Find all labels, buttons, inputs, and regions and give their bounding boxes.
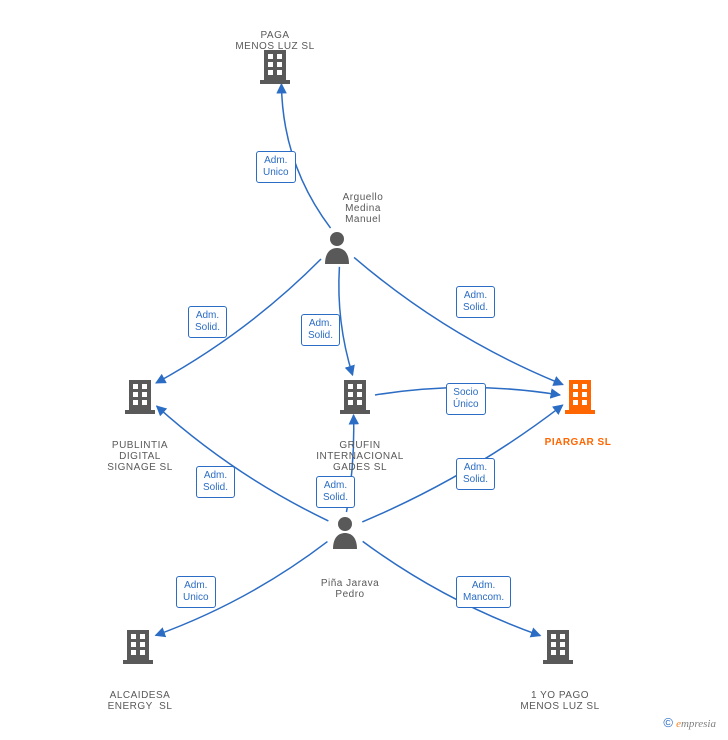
node-label: Arguello Medina Manuel [303, 192, 423, 225]
edge-label: Adm. Solid. [188, 306, 227, 338]
copyright-symbol: © [663, 715, 673, 730]
edge-label: Adm. Unico [256, 151, 296, 183]
node-label: Piña Jarava Pedro [290, 578, 410, 600]
node-label: PAGA MENOS LUZ SL [215, 30, 335, 52]
edge-label: Adm. Mancom. [456, 576, 511, 608]
edge-label: Adm. Solid. [301, 314, 340, 346]
edge-label: Adm. Solid. [456, 458, 495, 490]
edge-label: Socio Único [446, 383, 486, 415]
node-label: ALCAIDESA ENERGY SL [80, 690, 200, 712]
building-icon [543, 630, 573, 664]
edge-label: Adm. Solid. [316, 476, 355, 508]
node-label: PUBLINTIA DIGITAL SIGNAGE SL [80, 440, 200, 473]
edge-label: Adm. Solid. [196, 466, 235, 498]
edge [156, 259, 321, 383]
building-icon [125, 380, 155, 414]
edge-label: Adm. Solid. [456, 286, 495, 318]
person-icon [330, 515, 360, 549]
edge [354, 257, 563, 384]
building-icon [340, 380, 370, 414]
node-label: GRUFIN INTERNACIONAL GADES SL [300, 440, 420, 473]
edge [339, 267, 353, 375]
copyright: © empresia [663, 715, 716, 730]
edge-label: Adm. Unico [176, 576, 216, 608]
edges-layer [0, 0, 728, 740]
building-icon [565, 380, 595, 414]
node-label: 1 YO PAGO MENOS LUZ SL [500, 690, 620, 712]
person-icon [322, 230, 352, 264]
building-icon [123, 630, 153, 664]
copyright-text: mpresia [681, 718, 716, 730]
building-icon [260, 50, 290, 84]
node-label: PIARGAR SL [518, 437, 638, 448]
